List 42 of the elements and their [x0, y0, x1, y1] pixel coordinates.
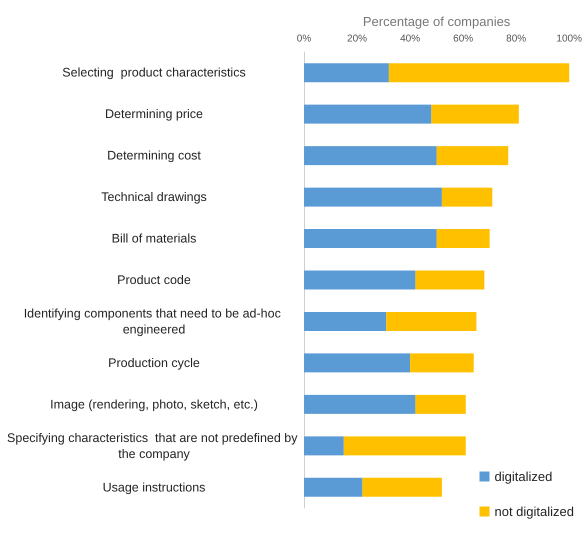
x-tick-label: 60%	[453, 34, 474, 44]
x-tick-label: 80%	[506, 34, 526, 44]
y-tick-label: Specifying characteristics that are not predefined by the company	[7, 430, 301, 461]
bar	[304, 394, 416, 414]
y-tick-label: Image (rendering, photo, sketch, etc.)	[50, 397, 258, 412]
bar	[415, 394, 466, 414]
bar	[410, 353, 474, 372]
bar	[388, 63, 570, 82]
bar	[304, 63, 389, 82]
y-tick-label: Selecting product characteristics	[62, 66, 246, 80]
bar	[304, 312, 386, 331]
bar	[304, 353, 410, 372]
bar	[431, 104, 519, 124]
bar	[304, 229, 437, 248]
y-tick-label: Technical drawings	[101, 190, 207, 204]
y-tick-label: Production cycle	[108, 356, 200, 370]
y-tick-label: Bill of materials	[112, 232, 196, 246]
bar	[436, 229, 490, 248]
bar	[304, 436, 344, 456]
bar	[344, 436, 466, 456]
y-tick-label: Usage instructions	[102, 480, 206, 494]
legend-label: digitalized	[494, 469, 552, 484]
x-tick-label: 100%	[556, 34, 582, 44]
bar	[436, 146, 508, 166]
bar	[386, 312, 476, 331]
bar	[304, 104, 432, 124]
bar	[304, 270, 416, 290]
legend-label: not digitalized	[494, 504, 574, 519]
bar	[304, 188, 442, 207]
bar	[415, 270, 484, 290]
y-tick-label: Product code	[117, 273, 191, 287]
bar	[304, 478, 362, 497]
y-tick-label: Determining cost	[107, 148, 202, 163]
x-tick-label: 20%	[347, 34, 368, 44]
bar	[362, 478, 442, 497]
bar	[304, 146, 437, 166]
x-tick-label: 0%	[296, 34, 312, 44]
y-tick-label: Identifying components that need to be ad-hoc engineered	[24, 306, 284, 336]
y-tick-label: Determining price	[105, 107, 204, 122]
bar	[442, 188, 492, 207]
x-tick-label: 40%	[400, 34, 420, 44]
x-axis-title: Percentage of companies	[362, 14, 511, 29]
